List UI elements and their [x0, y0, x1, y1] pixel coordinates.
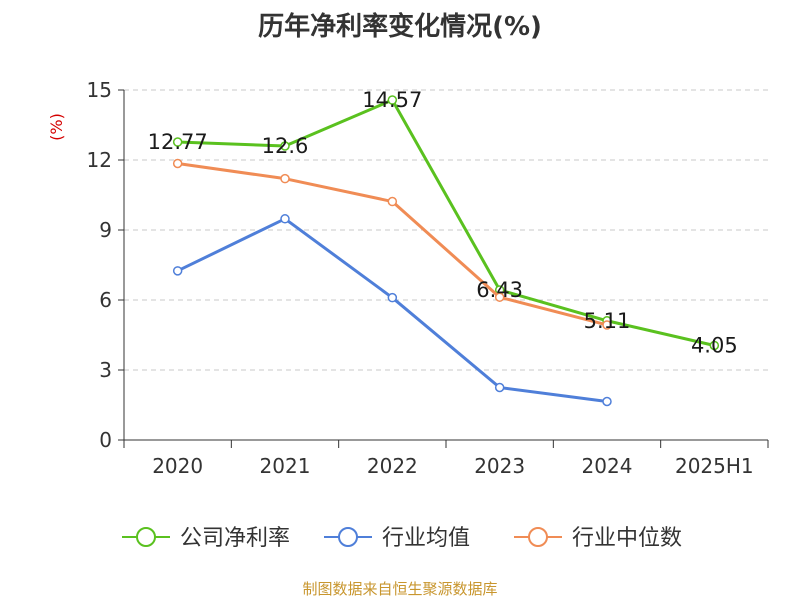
x-tick-label: 2022 — [367, 454, 418, 478]
series-line — [177, 98, 715, 347]
x-tick-label: 2024 — [582, 454, 633, 478]
data-point — [602, 396, 612, 407]
x-tick-label: 2020 — [152, 454, 203, 478]
legend-swatch-marker — [136, 527, 156, 547]
y-tick-label: 9 — [99, 218, 112, 242]
data-point — [280, 214, 290, 224]
axes: 0 3 6 9 12 15 2020 2021 2022 2023 2024 2025H1 — [87, 78, 769, 478]
y-tick-label: 12 — [87, 148, 112, 172]
legend: 公司净利率 行业均值 行业中位数 — [122, 526, 682, 551]
y-tick-label: 0 — [99, 428, 112, 452]
x-tick-label: 2023 — [474, 454, 525, 478]
data-point — [709, 340, 720, 351]
data-point — [172, 158, 183, 169]
data-point — [494, 292, 505, 302]
y-axis-label: (%) — [47, 113, 66, 141]
x-tick-label: 2021 — [260, 454, 311, 478]
data-point — [494, 382, 505, 393]
legend-item: 公司净利率 — [122, 526, 290, 551]
data-point — [387, 196, 398, 207]
grid-lines — [124, 89, 768, 371]
y-tick-label: 6 — [99, 288, 112, 312]
y-tick-label: 3 — [99, 358, 112, 382]
source-note: 制图数据来自恒生聚源数据库 — [302, 580, 498, 598]
data-label: 12.6 — [262, 134, 309, 158]
data-label: 14.57 — [362, 88, 422, 112]
legend-swatch-marker — [338, 527, 358, 547]
series-lines — [172, 95, 720, 407]
legend-label: 公司净利率 — [180, 526, 290, 551]
x-tick-label: 2025H1 — [675, 454, 754, 478]
legend-label: 行业中位数 — [572, 526, 682, 551]
data-label: 4.05 — [691, 334, 738, 358]
data-label: 6.43 — [476, 278, 523, 302]
data-point — [280, 173, 290, 184]
data-point — [602, 320, 612, 330]
data-point — [387, 292, 398, 303]
data-point — [172, 266, 183, 276]
y-tick-label: 15 — [87, 78, 112, 102]
legend-item: 行业均值 — [324, 526, 470, 551]
data-point — [172, 137, 183, 147]
data-label: 12.77 — [148, 130, 208, 154]
data-label: 5.11 — [584, 309, 631, 333]
chart-title: 历年净利率变化情况(%) — [258, 12, 542, 42]
data-point — [387, 95, 398, 105]
legend-item: 行业中位数 — [514, 526, 682, 551]
data-point — [280, 141, 290, 151]
legend-label: 行业均值 — [382, 526, 470, 551]
data-labels: 12.77 12.6 14.57 6.43 5.11 4.05 — [148, 88, 738, 357]
series-line — [177, 217, 608, 403]
legend-swatch-marker — [528, 527, 548, 547]
